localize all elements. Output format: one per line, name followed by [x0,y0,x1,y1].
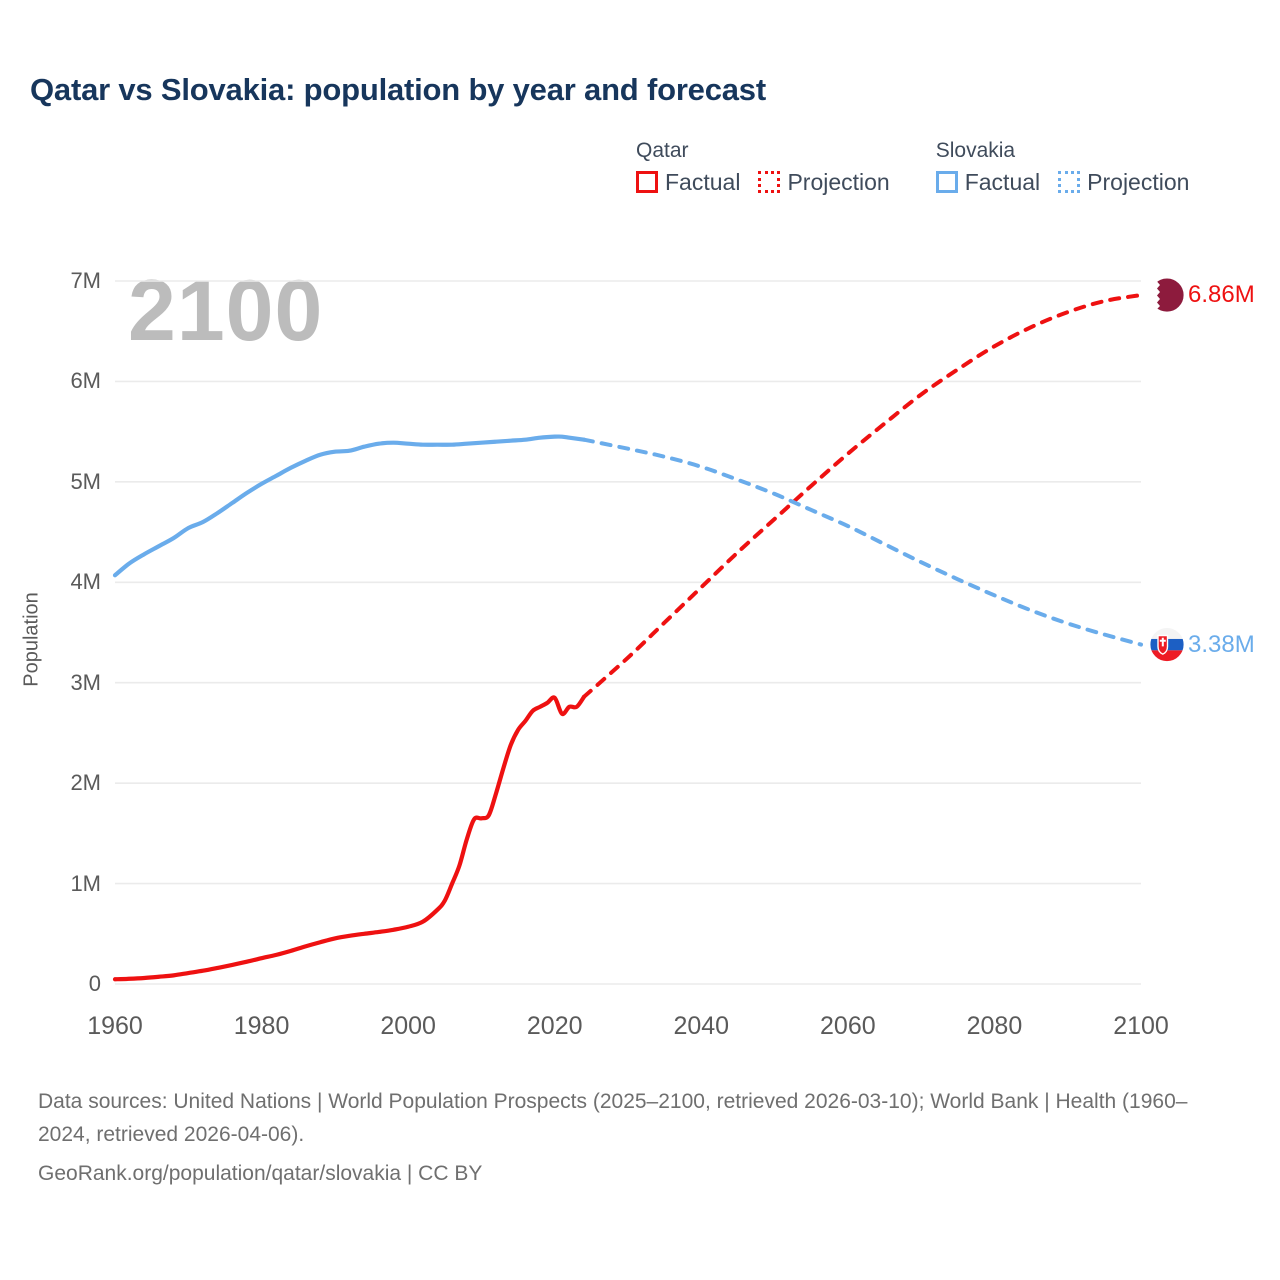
y-tick-label: 7M [70,268,101,293]
y-tick-label: 0 [88,971,101,996]
legend-label-qatar-projection: Projection [787,169,890,195]
y-tick-label: 3M [70,669,101,695]
x-tick-label: 2080 [966,1012,1023,1040]
year-watermark: 2100 [128,263,324,359]
x-tick-label: 2020 [526,1012,583,1040]
x-tick-label: 2000 [380,1012,436,1040]
y-tick-label: 2M [70,770,101,796]
legend-swatch-dotted-icon [758,171,781,193]
endpoint-label-qatar: 6.86M [1188,281,1255,309]
x-tick-label: 1980 [233,1012,290,1040]
endpoint-label-slovakia: 3.38M [1188,630,1255,658]
endpoint-markers [1149,277,1185,662]
series-line-slovakia-factual [112,434,587,578]
gridlines [115,280,1141,985]
y-tick-label: 1M [70,870,101,896]
legend-label-slovakia-factual: Factual [964,169,1041,195]
legend-label-qatar-factual: Factual [665,169,741,195]
legend-item-qatar-projection[interactable]: Projection [758,169,890,195]
series-line-qatar-projection [582,293,1143,699]
x-tick-label: 1960 [87,1012,143,1040]
attribution-link[interactable]: GeoRank.org/population/qatar/slovakia | … [38,1162,483,1185]
legend-item-slovakia-factual[interactable]: Factual [935,169,1041,195]
legend-swatch-dotted-icon [1058,171,1081,193]
y-tick-label: 5M [70,468,101,494]
legend-label-slovakia-projection: Projection [1087,169,1190,195]
data-sources-text: Data sources: United Nations | World Pop… [38,1090,1188,1146]
legend-swatch-solid-icon [636,171,658,193]
legend-group-slovakia: Slovakia Factual Projection [935,139,1189,195]
series-line-qatar-factual [112,694,587,982]
y-tick-label: 6M [70,368,101,394]
series-line-slovakia-projection [582,437,1143,647]
legend-country-qatar: Qatar [636,139,689,162]
x-tick-label: 2040 [673,1012,730,1040]
page-title: Qatar vs Slovakia: population by year an… [30,72,766,107]
chart-legend: Qatar Factual Projection Slovakia Factua… [636,140,1189,194]
series-lines [112,293,1143,982]
legend-swatch-solid-icon [935,171,958,193]
qatar-flag-icon [1149,277,1185,313]
x-tick-label: 2060 [820,1012,876,1040]
legend-item-slovakia-projection[interactable]: Projection [1058,170,1189,194]
legend-group-qatar: Qatar Factual Projection [636,140,890,194]
legend-country-slovakia: Slovakia [935,139,1016,162]
y-tick-label: 4M [70,569,101,595]
slovakia-flag-icon [1149,627,1185,662]
x-tick-label: 2100 [1113,1012,1169,1040]
legend-item-qatar-factual[interactable]: Factual [636,170,740,194]
footer: Data sources: United Nations | World Pop… [38,1085,1238,1190]
